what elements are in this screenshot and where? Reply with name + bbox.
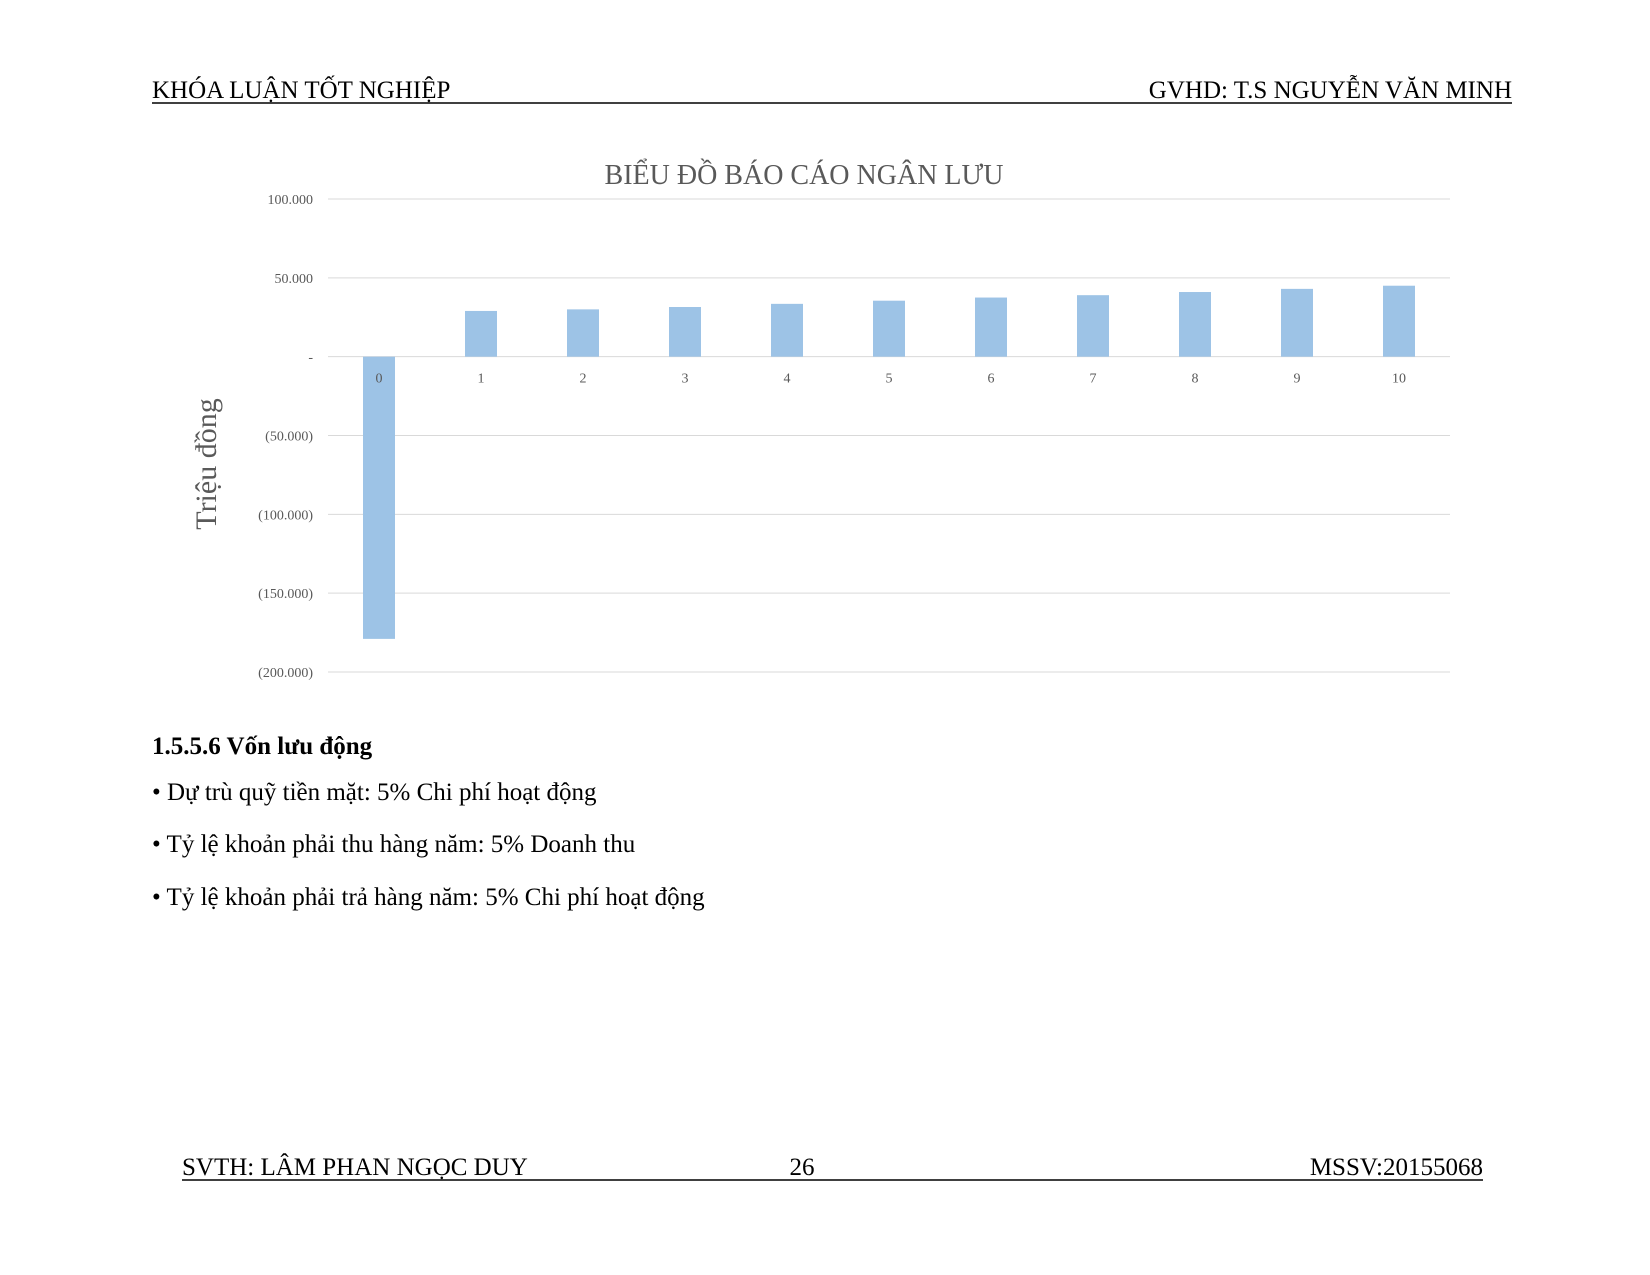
y-tick-label: 100.000 xyxy=(268,193,314,208)
bar xyxy=(1077,295,1109,357)
x-tick-label: 9 xyxy=(1294,372,1301,387)
y-tick-label: (50.000) xyxy=(265,430,313,445)
y-tick-label: 50.000 xyxy=(275,272,314,287)
x-tick-label: 10 xyxy=(1392,372,1406,387)
footer-left: SVTH: LÂM PHAN NGỌC DUY xyxy=(182,1153,528,1181)
y-tick-label: - xyxy=(308,351,313,366)
section-heading: 1.5.5.6 Vốn lưu động xyxy=(152,733,373,760)
y-axis-label: Triệu đồng xyxy=(190,398,223,529)
x-tick-label: 1 xyxy=(478,372,485,387)
bullet: • Dự trù quỹ tiền mặt: 5% Chi phí hoạt đ… xyxy=(152,779,597,806)
x-tick-label: 8 xyxy=(1192,372,1199,387)
x-tick-label: 6 xyxy=(988,372,995,387)
bar xyxy=(873,300,905,357)
x-tick-label: 3 xyxy=(682,372,689,387)
x-tick-label: 0 xyxy=(376,372,383,387)
bar xyxy=(465,310,497,357)
y-tick-label: (150.000) xyxy=(258,587,313,602)
footer-right: MSSV:20155068 xyxy=(1310,1154,1483,1181)
bar xyxy=(669,307,701,357)
x-tick-label: 7 xyxy=(1090,372,1097,387)
y-tick-label: (100.000) xyxy=(258,508,313,523)
bar xyxy=(771,303,803,357)
y-tick-label: (200.000) xyxy=(258,666,313,681)
bar xyxy=(363,356,395,639)
x-tick-label: 2 xyxy=(580,372,587,387)
bar xyxy=(567,309,599,357)
bar xyxy=(975,297,1007,357)
bullet: • Tỷ lệ khoản phải trả hàng năm: 5% Chi … xyxy=(152,884,705,911)
x-tick-label: 4 xyxy=(784,372,791,387)
bar xyxy=(1281,288,1313,357)
bar xyxy=(1383,285,1415,357)
header-right: GVHD: T.S NGUYỄN VĂN MINH xyxy=(1149,74,1512,104)
bar xyxy=(1179,292,1211,357)
header-left: KHÓA LUẬN TỐT NGHIỆP xyxy=(152,75,450,104)
page-number: 26 xyxy=(790,1154,815,1181)
chart-title: BIỂU ĐỒ BÁO CÁO NGÂN LƯU xyxy=(605,159,1004,191)
bullet: • Tỷ lệ khoản phải thu hàng năm: 5% Doan… xyxy=(152,831,636,858)
x-tick-label: 5 xyxy=(886,372,893,387)
